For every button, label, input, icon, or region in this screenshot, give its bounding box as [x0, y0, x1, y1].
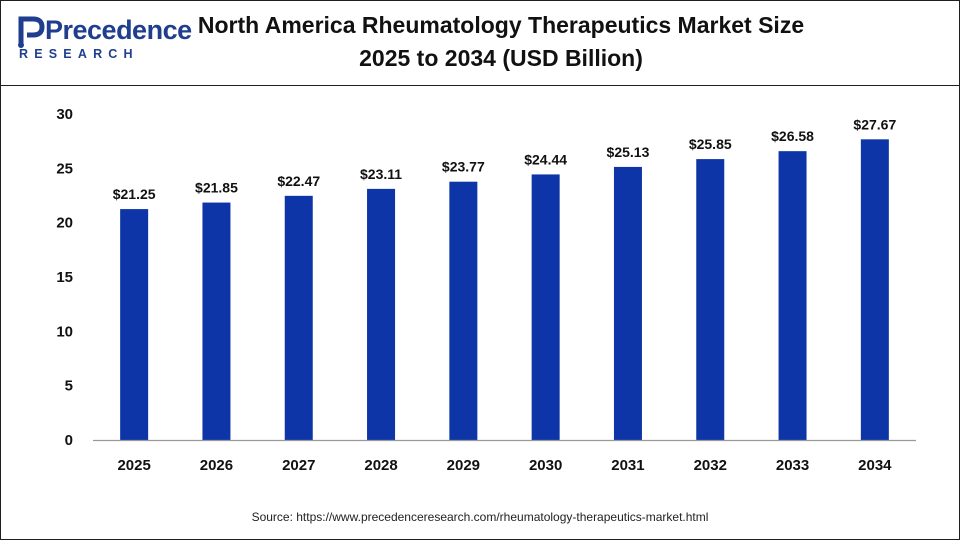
- bar: [202, 202, 231, 440]
- bar: [120, 209, 149, 440]
- y-tick-label: 5: [65, 378, 73, 395]
- logo-subtitle: RESEARCH: [19, 47, 139, 61]
- y-tick-label: 25: [56, 160, 73, 177]
- bar: [613, 166, 642, 441]
- x-tick-label: 2034: [858, 457, 892, 474]
- x-tick-label: 2031: [611, 457, 644, 474]
- x-tick-label: 2033: [776, 457, 809, 474]
- bar: [367, 188, 396, 440]
- chart-title-line-2: 2025 to 2034 (USD Billion): [359, 45, 643, 71]
- x-tick-label: 2032: [694, 457, 727, 474]
- source-note: Source: https://www.precedenceresearch.c…: [251, 510, 709, 524]
- data-label: $22.47: [277, 173, 320, 189]
- x-tick-label: 2030: [529, 457, 562, 474]
- x-tick-label: 2025: [117, 457, 150, 474]
- y-tick-label: 15: [56, 269, 73, 286]
- chart-title-line-1: North America Rheumatology Therapeutics …: [197, 12, 805, 38]
- bar: [449, 181, 478, 440]
- data-label: $24.44: [524, 151, 567, 167]
- logo-mark-icon: [18, 16, 45, 48]
- data-label: $27.67: [853, 116, 896, 132]
- data-label: $21.25: [113, 186, 156, 202]
- brand-logo: Precedence RESEARCH: [15, 13, 192, 65]
- data-label: $25.85: [689, 136, 732, 152]
- y-tick-label: 0: [65, 432, 73, 449]
- logo-wordmark: Precedence: [45, 15, 192, 45]
- bar: [778, 151, 807, 440]
- data-label: $23.11: [360, 166, 402, 182]
- bar-chart: 051015202530$21.252025$21.852026$22.4720…: [56, 106, 916, 474]
- y-tick-label: 10: [56, 323, 73, 340]
- bar: [696, 159, 725, 440]
- data-label: $25.13: [607, 144, 650, 160]
- y-tick-label: 30: [56, 106, 73, 123]
- bar: [860, 139, 889, 440]
- data-label: $26.58: [771, 128, 814, 144]
- x-tick-label: 2027: [282, 457, 315, 474]
- chart-title: North America Rheumatology Therapeutics …: [191, 9, 811, 75]
- x-tick-label: 2026: [200, 457, 233, 474]
- data-label: $23.77: [442, 159, 485, 175]
- data-label: $21.85: [195, 180, 238, 196]
- header: Precedence RESEARCH North America Rheuma…: [1, 1, 959, 86]
- y-tick-label: 20: [56, 215, 73, 232]
- bar: [531, 174, 560, 440]
- bar: [284, 195, 313, 440]
- x-tick-label: 2029: [447, 457, 480, 474]
- x-tick-label: 2028: [364, 457, 397, 474]
